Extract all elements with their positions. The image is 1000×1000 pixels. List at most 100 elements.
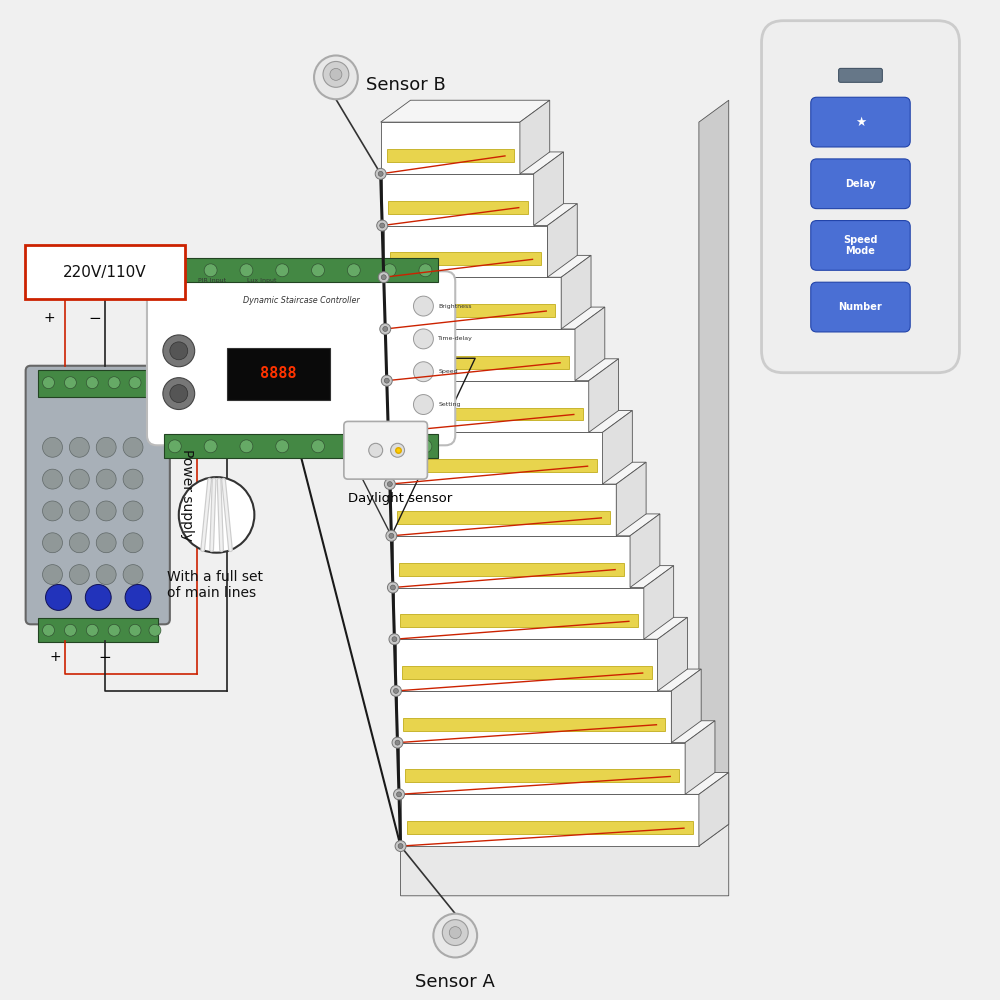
Polygon shape — [685, 721, 715, 794]
FancyBboxPatch shape — [26, 366, 170, 624]
FancyBboxPatch shape — [164, 434, 438, 458]
Circle shape — [397, 792, 402, 797]
Circle shape — [389, 634, 400, 645]
Circle shape — [383, 326, 388, 331]
Circle shape — [43, 469, 62, 489]
FancyBboxPatch shape — [811, 159, 910, 209]
Circle shape — [383, 440, 396, 453]
Circle shape — [163, 378, 195, 410]
Circle shape — [330, 68, 342, 80]
Circle shape — [393, 688, 398, 693]
Polygon shape — [644, 566, 674, 639]
Circle shape — [43, 377, 54, 389]
Circle shape — [377, 220, 388, 231]
Circle shape — [108, 624, 120, 636]
Text: 220V/110V: 220V/110V — [63, 265, 147, 280]
FancyBboxPatch shape — [811, 97, 910, 147]
Polygon shape — [616, 462, 646, 536]
Circle shape — [433, 914, 477, 957]
Circle shape — [69, 501, 89, 521]
FancyBboxPatch shape — [164, 258, 438, 282]
Text: −: − — [89, 311, 102, 326]
Circle shape — [392, 637, 397, 642]
Circle shape — [389, 533, 394, 538]
Text: Brightness: Brightness — [438, 304, 472, 309]
Polygon shape — [394, 566, 674, 588]
FancyBboxPatch shape — [38, 370, 158, 397]
Circle shape — [378, 272, 389, 283]
Circle shape — [168, 440, 181, 453]
Circle shape — [123, 469, 143, 489]
Circle shape — [240, 264, 253, 277]
Circle shape — [449, 927, 461, 939]
Circle shape — [380, 223, 385, 228]
Circle shape — [204, 440, 217, 453]
Polygon shape — [387, 149, 514, 162]
Polygon shape — [520, 100, 550, 174]
Text: Sensor B: Sensor B — [366, 76, 446, 94]
Circle shape — [381, 275, 386, 280]
Polygon shape — [391, 462, 646, 484]
Polygon shape — [534, 152, 563, 226]
Polygon shape — [399, 563, 624, 576]
Text: Time-delay: Time-delay — [438, 336, 473, 341]
FancyBboxPatch shape — [25, 245, 185, 299]
Circle shape — [395, 841, 406, 852]
Circle shape — [108, 377, 120, 389]
Text: Delay: Delay — [845, 179, 876, 189]
Circle shape — [392, 737, 403, 748]
Polygon shape — [402, 666, 652, 679]
Polygon shape — [384, 226, 547, 277]
Text: With a full set
of main lines: With a full set of main lines — [167, 570, 263, 600]
Polygon shape — [403, 718, 665, 731]
Polygon shape — [396, 639, 658, 691]
Polygon shape — [385, 255, 591, 277]
Circle shape — [442, 920, 468, 946]
Polygon shape — [393, 514, 660, 536]
FancyBboxPatch shape — [147, 271, 455, 445]
FancyBboxPatch shape — [227, 348, 330, 400]
Polygon shape — [393, 356, 569, 369]
Circle shape — [129, 377, 141, 389]
Circle shape — [314, 55, 358, 99]
FancyBboxPatch shape — [762, 21, 959, 373]
Circle shape — [123, 501, 143, 521]
Polygon shape — [575, 307, 605, 381]
Circle shape — [386, 530, 397, 541]
Polygon shape — [397, 691, 671, 743]
Polygon shape — [388, 201, 528, 214]
Text: Speed: Speed — [438, 369, 458, 374]
Polygon shape — [385, 277, 561, 329]
Polygon shape — [401, 772, 729, 794]
Circle shape — [85, 585, 111, 610]
Circle shape — [69, 469, 89, 489]
Circle shape — [43, 565, 62, 585]
Circle shape — [387, 582, 398, 593]
Circle shape — [386, 430, 391, 435]
Circle shape — [369, 443, 383, 457]
Polygon shape — [390, 410, 632, 432]
Circle shape — [43, 624, 54, 636]
Polygon shape — [397, 669, 701, 691]
Text: Lux Input: Lux Input — [247, 278, 276, 283]
Circle shape — [394, 789, 404, 800]
Circle shape — [69, 533, 89, 553]
Circle shape — [391, 443, 405, 457]
Circle shape — [43, 501, 62, 521]
Polygon shape — [391, 484, 616, 536]
Circle shape — [86, 377, 98, 389]
Circle shape — [312, 264, 324, 277]
Polygon shape — [630, 514, 660, 588]
Circle shape — [170, 385, 188, 403]
Polygon shape — [407, 821, 693, 834]
FancyBboxPatch shape — [811, 221, 910, 270]
Polygon shape — [382, 152, 563, 174]
Polygon shape — [699, 772, 729, 846]
Circle shape — [323, 61, 349, 87]
Polygon shape — [387, 307, 605, 329]
Polygon shape — [394, 588, 644, 639]
Circle shape — [129, 624, 141, 636]
Circle shape — [378, 171, 383, 176]
Circle shape — [390, 685, 401, 696]
Circle shape — [204, 264, 217, 277]
